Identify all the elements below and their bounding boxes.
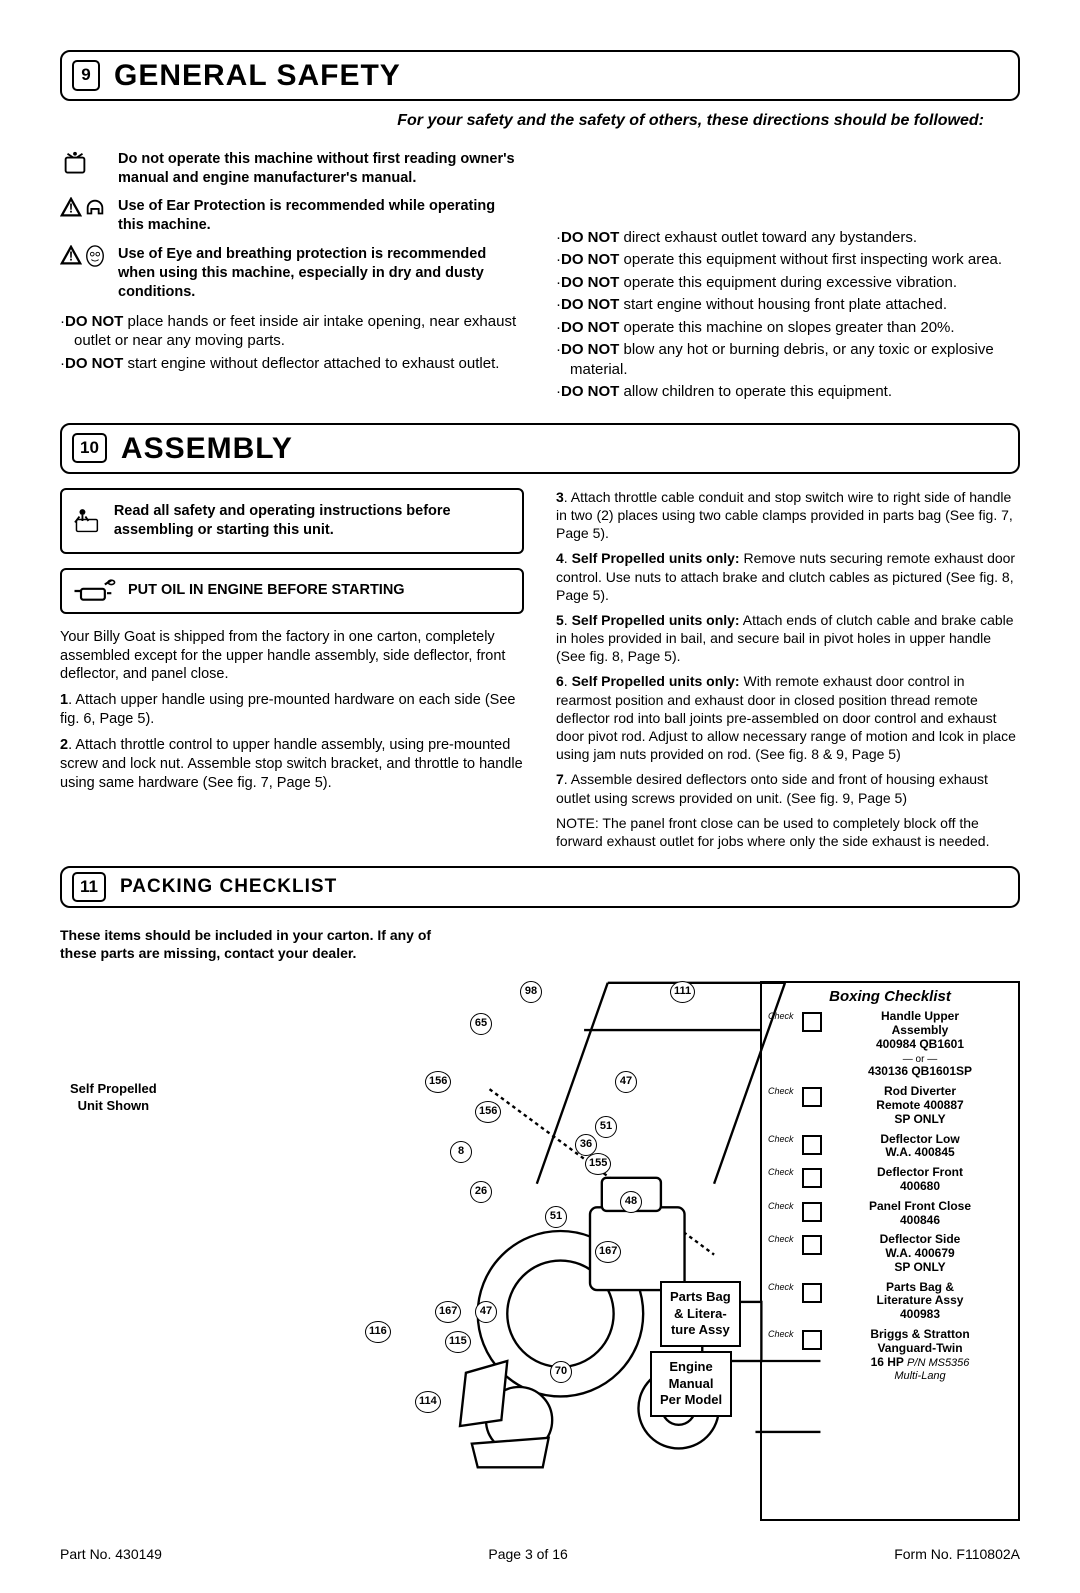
body-paragraph: 2. Attach throttle control to upper hand… <box>60 736 524 793</box>
icon-row-ear: ! Use of Ear Protection is recommended w… <box>60 197 524 235</box>
svg-text:!: ! <box>69 201 73 216</box>
donot-list-right: ·DO NOT direct exhaust outlet toward any… <box>556 228 1020 402</box>
assembly-left-text: Your Billy Goat is shipped from the fact… <box>60 628 524 793</box>
section-title: PACKING CHECKLIST <box>120 875 337 900</box>
section-number: 11 <box>72 872 106 902</box>
callout-number: 156 <box>425 1071 451 1093</box>
icon-text: Use of Eye and breathing protection is r… <box>118 245 524 302</box>
body-paragraph: 7. Assemble desired deflectors onto side… <box>556 770 1020 806</box>
exploded-diagram: Self Propelled Unit Shown <box>60 981 750 1521</box>
self-propelled-label: Self Propelled Unit Shown <box>70 1081 157 1115</box>
donot-item: ·DO NOT place hands or feet inside air i… <box>60 312 524 351</box>
body-paragraph: Your Billy Goat is shipped from the fact… <box>60 628 524 685</box>
parts-bag-box: Parts Bag & Litera- ture Assy <box>660 1281 741 1348</box>
body-paragraph: NOTE: The panel front close can be used … <box>556 814 1020 850</box>
callout-number: 65 <box>470 1013 492 1035</box>
callout-number: 51 <box>595 1116 617 1138</box>
read-instructions-text: Read all safety and operating instructio… <box>114 502 512 540</box>
icon-text: Use of Ear Protection is recommended whi… <box>118 197 524 235</box>
body-paragraph: 3. Attach throttle cable conduit and sto… <box>556 488 1020 543</box>
donot-item: ·DO NOT operate this equipment without f… <box>556 250 1020 270</box>
icon-row-manual: Do not operate this machine without firs… <box>60 150 524 188</box>
donot-list-left: ·DO NOT place hands or feet inside air i… <box>60 312 524 374</box>
engine-manual-box: Engine Manual Per Model <box>650 1351 732 1418</box>
callout-number: 155 <box>585 1153 611 1175</box>
body-paragraph: 1. Attach upper handle using pre-mounted… <box>60 691 524 729</box>
body-paragraph: 6. Self Propelled units only: With remot… <box>556 672 1020 763</box>
callout-number: 8 <box>450 1141 472 1163</box>
section-number: 10 <box>72 433 107 463</box>
section-title: GENERAL SAFETY <box>114 56 401 95</box>
donot-item: ·DO NOT direct exhaust outlet toward any… <box>556 228 1020 248</box>
section-header-packing: 11 PACKING CHECKLIST <box>60 866 1020 908</box>
callout-number: 114 <box>415 1391 441 1413</box>
safety-columns: Do not operate this machine without firs… <box>60 150 1020 405</box>
section-header-assembly: 10 ASSEMBLY <box>60 423 1020 474</box>
callout-number: 47 <box>475 1301 497 1323</box>
body-paragraph: 5. Self Propelled units only: Attach end… <box>556 611 1020 666</box>
callout-number: 47 <box>615 1071 637 1093</box>
callout-number: 167 <box>595 1241 621 1263</box>
diagram-area: Self Propelled Unit Shown <box>60 981 1020 1521</box>
oil-box: PUT OIL IN ENGINE BEFORE STARTING <box>60 568 524 614</box>
callout-number: 167 <box>435 1301 461 1323</box>
callout-number: 26 <box>470 1181 492 1203</box>
part-number: Part No. 430149 <box>60 1545 162 1563</box>
assembly-columns: Read all safety and operating instructio… <box>60 488 1020 860</box>
callout-number: 115 <box>445 1331 471 1353</box>
callout-number: 70 <box>550 1361 572 1383</box>
donot-item: ·DO NOT operate this machine on slopes g… <box>556 318 1020 338</box>
callout-number: 48 <box>620 1191 642 1213</box>
section-number: 9 <box>72 60 100 90</box>
assembly-right-text: 3. Attach throttle cable conduit and sto… <box>556 488 1020 850</box>
manual-icon <box>60 150 108 180</box>
callout-number: 51 <box>545 1206 567 1228</box>
donot-item: ·DO NOT allow children to operate this e… <box>556 382 1020 402</box>
callout-number: 36 <box>575 1134 597 1156</box>
oil-icon <box>72 578 116 604</box>
read-icon <box>72 500 102 542</box>
svg-text:!: ! <box>69 249 73 264</box>
packing-intro: These items should be included in your c… <box>60 926 460 962</box>
donot-item: ·DO NOT blow any hot or burning debris, … <box>556 340 1020 379</box>
form-number: Form No. F110802A <box>894 1545 1020 1563</box>
donot-item: ·DO NOT start engine without deflector a… <box>60 354 524 374</box>
icon-text: Do not operate this machine without firs… <box>118 150 524 188</box>
icon-row-eye: ! Use of Eye and breathing protection is… <box>60 245 524 302</box>
section-title: ASSEMBLY <box>121 429 293 468</box>
ear-icon: ! <box>60 197 108 219</box>
section-header-safety: 9 GENERAL SAFETY <box>60 50 1020 101</box>
body-paragraph: 4. Self Propelled units only: Remove nut… <box>556 549 1020 604</box>
page-number: Page 3 of 16 <box>488 1545 567 1563</box>
read-instructions-box: Read all safety and operating instructio… <box>60 488 524 554</box>
donot-item: ·DO NOT operate this equipment during ex… <box>556 273 1020 293</box>
page-footer: Part No. 430149 Page 3 of 16 Form No. F1… <box>60 1545 1020 1563</box>
callout-number: 111 <box>670 981 695 1003</box>
callout-number: 156 <box>475 1101 501 1123</box>
oil-text: PUT OIL IN ENGINE BEFORE STARTING <box>128 581 405 600</box>
eye-icon: ! <box>60 245 108 267</box>
safety-subtitle: For your safety and the safety of others… <box>60 111 1020 132</box>
callout-number: 98 <box>520 981 542 1003</box>
callout-number: 116 <box>365 1321 391 1343</box>
donot-item: ·DO NOT start engine without housing fro… <box>556 295 1020 315</box>
